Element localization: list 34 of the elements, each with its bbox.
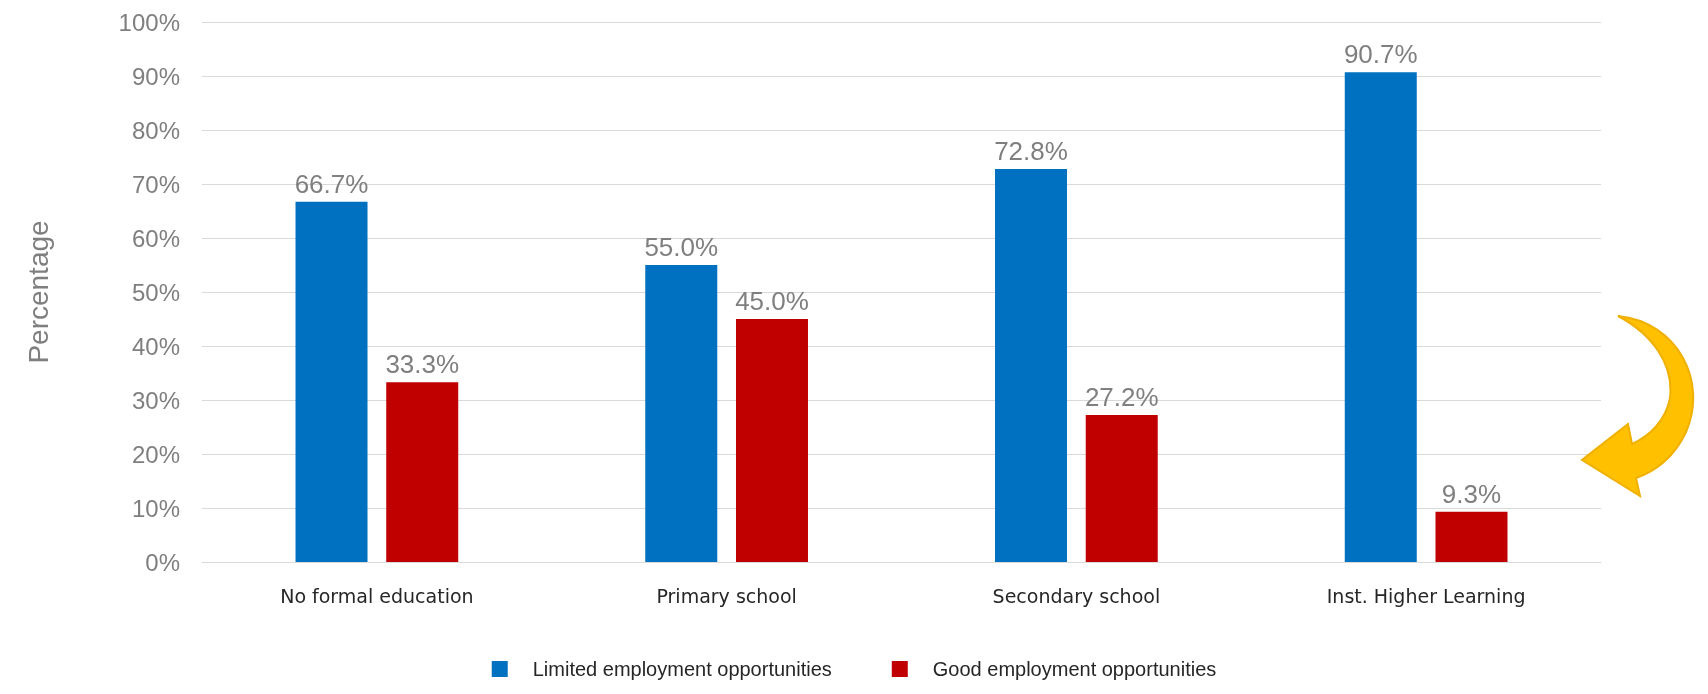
y-tick-label: 20% bbox=[131, 440, 180, 468]
bar bbox=[1085, 415, 1158, 562]
data-label: 45.0% bbox=[735, 286, 809, 316]
bar bbox=[1344, 72, 1417, 562]
bar bbox=[1435, 511, 1508, 562]
data-label: 55.0% bbox=[644, 232, 719, 262]
y-tick-label: 100% bbox=[118, 8, 180, 36]
y-tick-label: 80% bbox=[131, 116, 180, 144]
bar bbox=[295, 201, 368, 562]
data-label: 90.7% bbox=[1343, 39, 1418, 70]
data-label: 27.2% bbox=[1084, 382, 1159, 413]
x-tick-label: No formal education bbox=[280, 584, 474, 607]
y-tick-label: 70% bbox=[131, 170, 180, 198]
bar bbox=[995, 168, 1068, 562]
legend-label: Good employment opportunities bbox=[932, 658, 1217, 680]
x-tick-label: Inst. Higher Learning bbox=[1326, 584, 1526, 607]
y-tick-label: 0% bbox=[145, 548, 180, 576]
y-tick-label: 10% bbox=[131, 494, 180, 522]
legend-label: Limited employment opportunities bbox=[532, 658, 832, 680]
data-label: 72.8% bbox=[994, 135, 1068, 166]
data-label: 66.7% bbox=[294, 168, 369, 199]
y-tick-label: 60% bbox=[131, 224, 180, 252]
y-tick-label: 50% bbox=[131, 278, 180, 306]
x-tick-label: Secondary school bbox=[992, 584, 1161, 607]
y-tick-label: 40% bbox=[131, 332, 180, 360]
y-tick-label: 90% bbox=[131, 62, 180, 90]
data-label: 9.3% bbox=[1441, 478, 1502, 509]
bar bbox=[386, 382, 459, 562]
bar bbox=[645, 265, 718, 562]
y-tick-label: 30% bbox=[131, 386, 180, 414]
data-label: 33.3% bbox=[385, 349, 460, 380]
y-axis-title: Percentage bbox=[22, 220, 54, 364]
bar bbox=[735, 319, 808, 562]
x-tick-label: Primary school bbox=[656, 584, 797, 607]
